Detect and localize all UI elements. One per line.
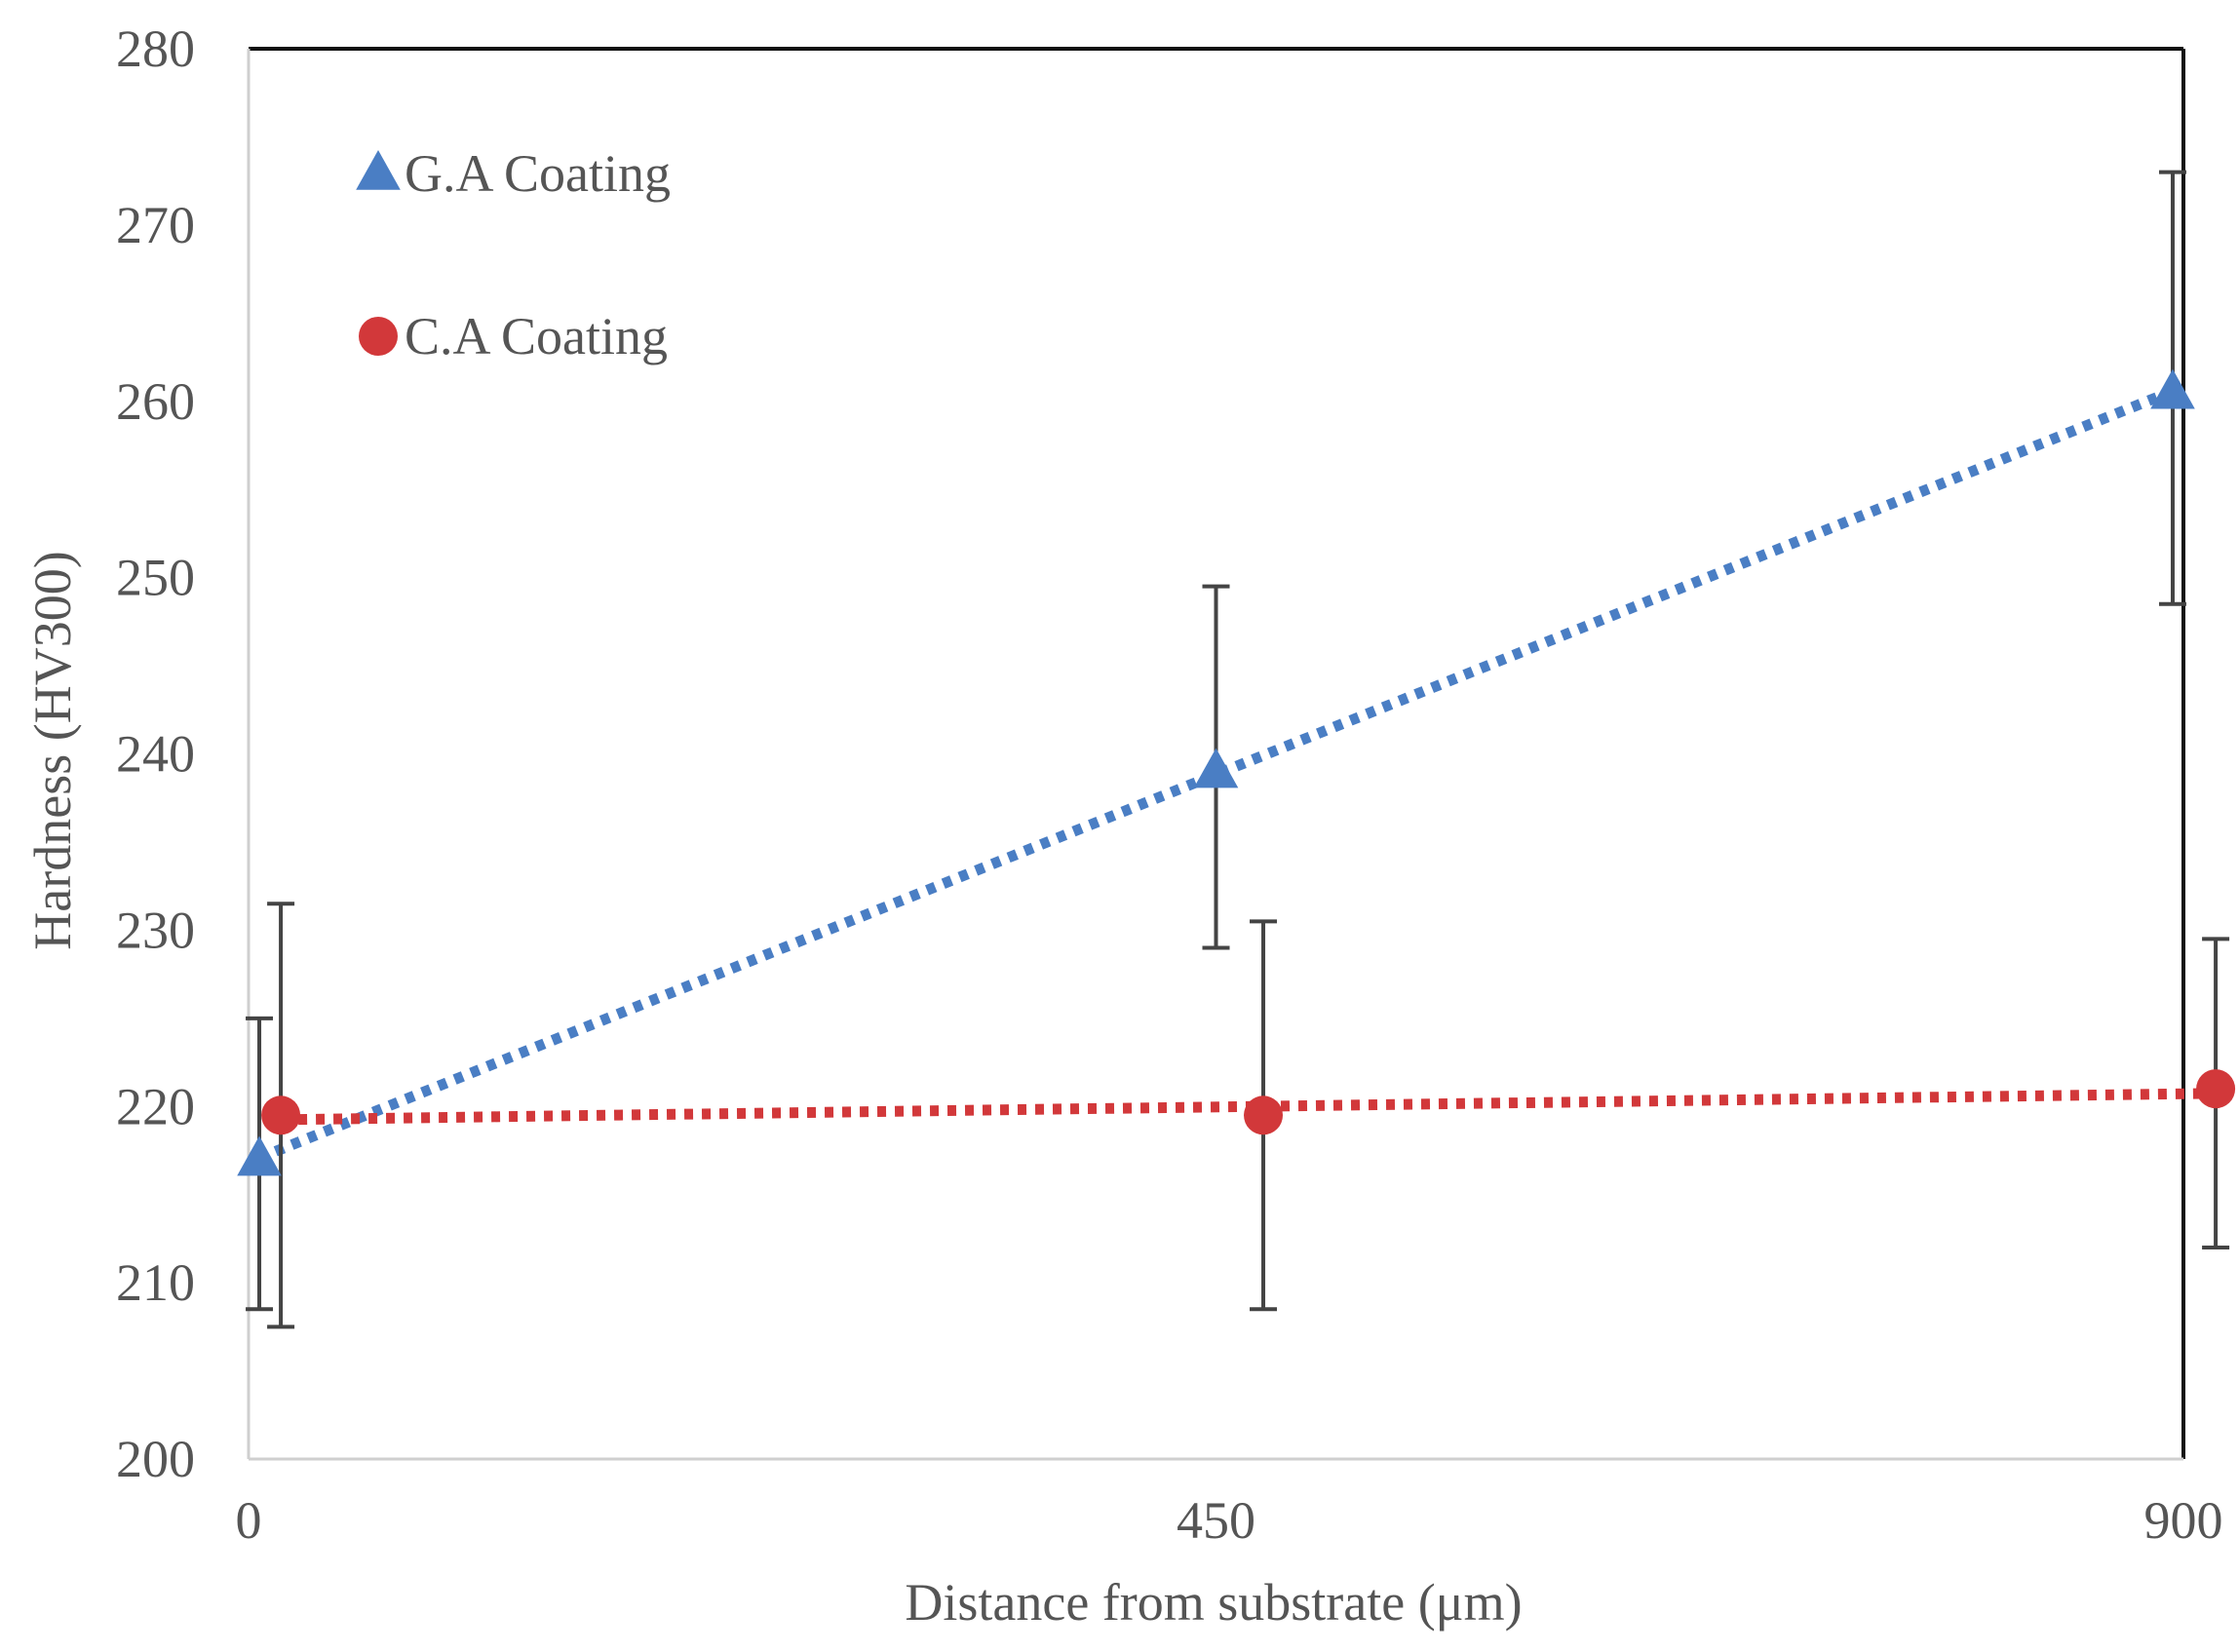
triangle-point [2150,368,2195,409]
x-tick-label: 900 [2144,1491,2223,1550]
y-tick-label: 260 [116,372,195,431]
legend-label: G.A Coating [405,144,671,203]
y-tick-label: 250 [116,549,195,607]
y-tick-label: 230 [116,901,195,959]
legend-label: C.A Coating [405,307,668,365]
data-points [237,368,2236,1176]
y-tick-label: 200 [116,1430,195,1488]
plot-area [247,47,2185,1461]
y-axis-ticks: 200 210 220 230 240 250 260 270 280 [116,19,195,1488]
x-tick-label: 0 [236,1491,262,1550]
y-tick-label: 280 [116,19,195,78]
triangle-point [237,1135,282,1176]
legend: G.A Coating C.A Coating [356,144,671,365]
x-axis-ticks: 0 450 900 [236,1491,2223,1550]
y-axis-title: Hardness (HV300) [23,551,82,949]
circle-point [2196,1069,2236,1109]
y-tick-label: 210 [116,1253,195,1312]
circle-point [261,1095,301,1135]
y-tick-label: 240 [116,725,195,784]
y-tick-label: 270 [116,196,195,254]
legend-marker-triangle [356,150,401,190]
triangle-point [1193,748,1239,788]
legend-marker-circle [359,317,398,356]
circle-point [1244,1095,1284,1135]
trendlines [256,386,2217,1164]
y-tick-label: 220 [116,1077,195,1135]
x-tick-label: 450 [1177,1491,1255,1550]
x-axis-title: Distance from substrate (μm) [905,1573,1522,1632]
